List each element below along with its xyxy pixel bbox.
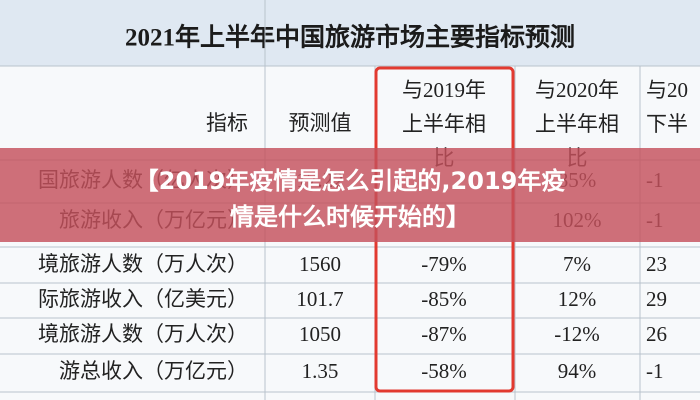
header-cell: 预测值 bbox=[289, 111, 352, 135]
table-cell: -1 bbox=[646, 359, 664, 383]
table-cell: 101.7 bbox=[296, 287, 343, 311]
table-cell: 94% bbox=[558, 359, 597, 383]
table-cell: -12% bbox=[554, 322, 600, 346]
table-cell: 游总收入（万亿元） bbox=[59, 359, 248, 383]
table-cell: 7% bbox=[563, 252, 591, 276]
banner-text: 【2019年疫情是怎么引起的,2019年疫 bbox=[135, 167, 566, 195]
table-title: 2021年上半年中国旅游市场主要指标预测 bbox=[125, 23, 575, 52]
table-cell: 1.35 bbox=[302, 359, 339, 383]
table-cell: -79% bbox=[421, 252, 467, 276]
table-cell: 1050 bbox=[299, 322, 341, 346]
header-cell: 与2020年 bbox=[535, 78, 619, 102]
header-cell: 下半 bbox=[646, 112, 688, 136]
banner-background bbox=[0, 148, 700, 242]
table-cell: 12% bbox=[558, 287, 597, 311]
header-cell: 上半年相 bbox=[535, 112, 619, 136]
table-cell: -58% bbox=[421, 359, 467, 383]
table-cell: 26 bbox=[646, 322, 667, 346]
title-background bbox=[0, 0, 700, 66]
table-cell: -85% bbox=[421, 287, 467, 311]
header-cell: 与20 bbox=[646, 78, 688, 102]
header-cell: 上半年相 bbox=[402, 112, 486, 136]
header-cell: 与2019年 bbox=[402, 78, 486, 102]
table-cell: 29 bbox=[646, 287, 667, 311]
table-cell: 境旅游人数（万人次） bbox=[38, 322, 248, 346]
table-cell: 23 bbox=[646, 252, 667, 276]
header-cell: 指标 bbox=[206, 111, 248, 135]
table-cell: 境旅游人数（万人次） bbox=[38, 252, 248, 276]
banner-text: 情是什么时候开始的】 bbox=[230, 203, 470, 231]
table-cell: -87% bbox=[421, 322, 467, 346]
table-cell: 际旅游收入（亿美元） bbox=[38, 287, 248, 311]
table-cell: 1560 bbox=[299, 252, 341, 276]
